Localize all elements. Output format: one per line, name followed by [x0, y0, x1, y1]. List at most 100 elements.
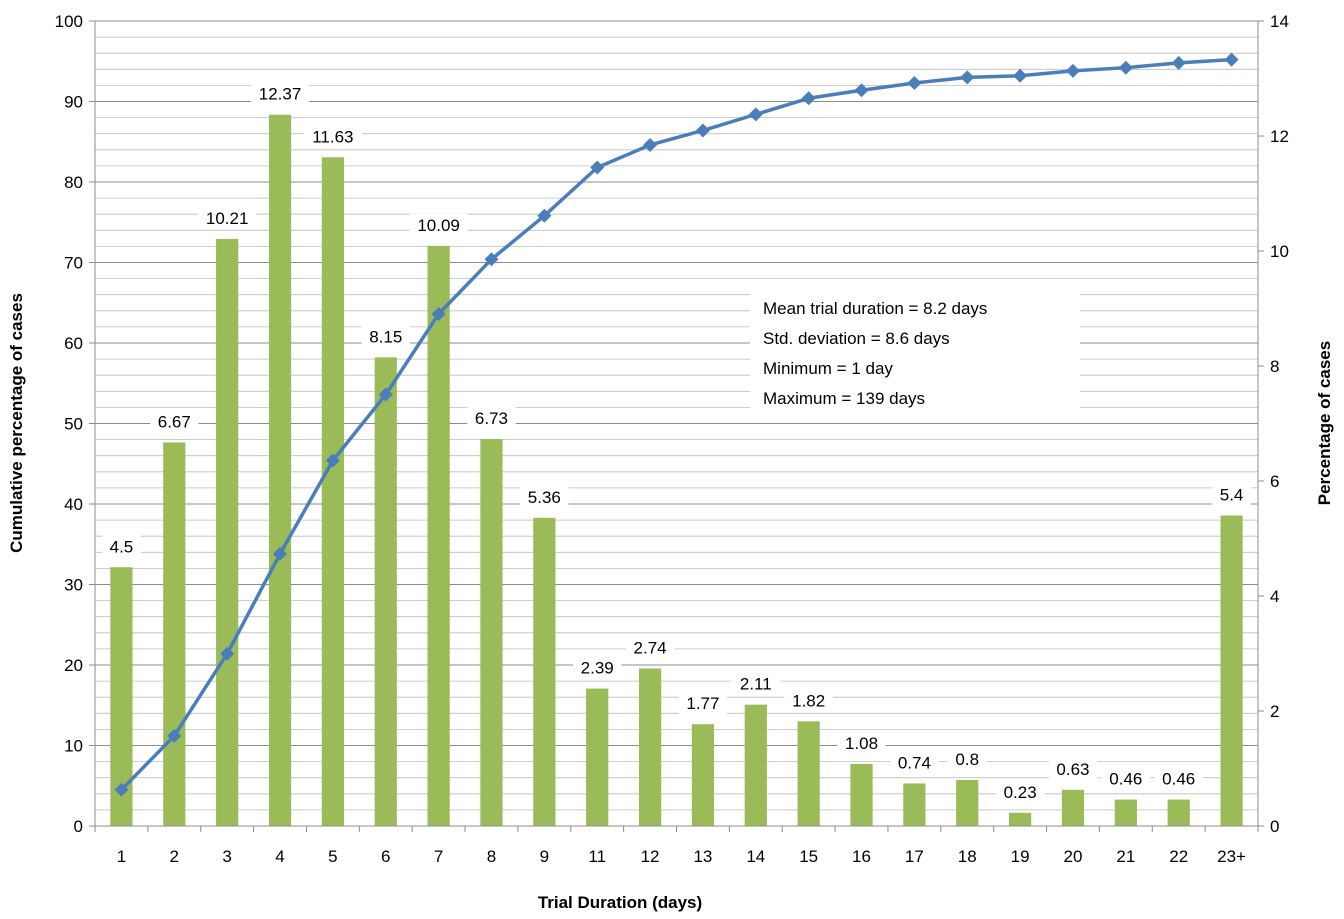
left-tick-label: 70 [64, 254, 83, 273]
left-tick-label: 20 [64, 656, 83, 675]
diamond-marker-14 [748, 107, 763, 122]
annotation-line: Minimum = 1 day [763, 359, 893, 378]
x-tick-label: 12 [641, 847, 660, 866]
x-axis-title: Trial Duration (days) [538, 893, 702, 912]
data-label-bg [520, 485, 569, 508]
bar-data-labels: 4.5 6.67 10.21 12.37 11.63 8.15 10.09 6.73 5.36 2… [102, 82, 1251, 803]
x-tick-label: 20 [1064, 847, 1083, 866]
data-label-bg [251, 82, 310, 105]
data-label-bg [1048, 757, 1098, 780]
left-tick-label: 100 [55, 12, 83, 31]
left-axis-title: Cumulative percentage of cases [7, 293, 26, 553]
right-tick-label: 2 [1270, 702, 1279, 721]
x-tick-label: 7 [434, 847, 443, 866]
data-label: 2.39 [581, 659, 614, 678]
data-label-bg [361, 325, 410, 348]
x-tick-label: 16 [852, 847, 871, 866]
bar-3 [216, 238, 239, 827]
data-label: 0.23 [1004, 783, 1037, 802]
diamond-marker-4 [273, 546, 288, 561]
diamond-marker-16 [854, 83, 869, 98]
data-label: 0.63 [1056, 760, 1089, 779]
data-label: 1.82 [792, 691, 825, 710]
bar-13 [691, 724, 715, 826]
data-label-bg [303, 125, 362, 148]
bar-7 [427, 245, 450, 826]
bar-2 [163, 442, 186, 826]
bar-14 [744, 704, 767, 826]
cumulative-line-series [114, 52, 1239, 797]
diamond-marker-11 [590, 160, 605, 175]
x-tick-label: 19 [1011, 847, 1030, 866]
right-tick-label: 6 [1270, 472, 1279, 491]
right-tick-label: 14 [1270, 12, 1289, 31]
x-tick-label: 3 [222, 847, 231, 866]
diamond-marker-15 [801, 91, 816, 106]
diamond-marker-12 [643, 137, 658, 152]
data-label: 5.36 [528, 488, 561, 507]
data-label-bg [625, 636, 675, 659]
data-label: 2.74 [634, 638, 667, 657]
diamond-marker-5 [325, 453, 340, 468]
diamond-marker-1 [114, 782, 129, 797]
data-label-bg [102, 535, 141, 558]
diamond-marker-9 [537, 208, 552, 223]
data-label-bg [1212, 483, 1251, 506]
data-label: 0.46 [1109, 770, 1142, 789]
left-tick-label: 50 [64, 415, 83, 434]
bar-17 [903, 783, 926, 826]
data-label: 0.8 [955, 750, 979, 769]
x-tick-label: 13 [693, 847, 712, 866]
data-label: 6.73 [475, 409, 508, 428]
bar-series [110, 114, 1243, 827]
diamond-marker-8 [484, 252, 499, 267]
data-label-bg [150, 410, 199, 433]
x-tick-label: 15 [799, 847, 818, 866]
bar-8 [480, 439, 503, 826]
data-label: 6.67 [158, 412, 191, 431]
bar-16 [850, 763, 873, 826]
right-tick-label: 10 [1270, 242, 1289, 261]
left-tick-label: 0 [74, 817, 83, 836]
diamond-marker-20 [1065, 63, 1080, 78]
data-label: 0.46 [1162, 770, 1195, 789]
diamond-marker-6 [378, 387, 393, 402]
x-axis-ticks: 1 2 3 4 5 6 7 8 9 11 12 13 14 15 16 17 18 19 20 21 22 23+ [94, 826, 1259, 866]
bar-15 [797, 721, 820, 826]
diamond-marker-19 [1013, 68, 1028, 83]
x-tick-label: 23+ [1217, 847, 1246, 866]
bar-22 [1167, 799, 1190, 826]
diamond-marker-17 [907, 75, 922, 90]
stats-annotation: Mean trial duration = 8.2 days Std. devia… [750, 284, 1080, 412]
cumulative-line [120, 57, 1232, 791]
data-label: 11.63 [312, 127, 353, 146]
data-label: 2.11 [740, 675, 772, 694]
left-tick-label: 40 [64, 495, 83, 514]
data-label: 8.15 [369, 327, 402, 346]
data-label-bg [678, 692, 728, 715]
annotation-line: Std. deviation = 8.6 days [763, 329, 950, 348]
right-tick-label: 0 [1270, 817, 1279, 836]
x-tick-label: 11 [588, 847, 606, 866]
diamond-marker-2 [167, 728, 182, 743]
x-tick-label: 8 [487, 847, 496, 866]
data-label-bg [409, 213, 468, 236]
left-tick-label: 30 [64, 576, 83, 595]
bar-23+ [1220, 515, 1243, 826]
left-tick-label: 80 [64, 173, 83, 192]
diamond-marker-3 [220, 646, 235, 661]
data-label-bg [198, 206, 257, 229]
data-label: 10.09 [417, 216, 460, 235]
diamond-marker-18 [960, 70, 975, 85]
data-label-bg [1101, 767, 1151, 790]
annotation-box [750, 284, 1080, 412]
data-label-bg [837, 731, 886, 754]
bar-6 [374, 357, 397, 826]
x-tick-label: 5 [328, 847, 337, 866]
annotation-line: Mean trial duration = 8.2 days [763, 299, 987, 318]
bar-5 [321, 157, 344, 826]
left-axis-ticks: 0 10 20 30 40 50 60 70 80 90 100 [55, 12, 95, 836]
x-tick-label: 18 [958, 847, 977, 866]
x-tick-label: 22 [1169, 847, 1188, 866]
